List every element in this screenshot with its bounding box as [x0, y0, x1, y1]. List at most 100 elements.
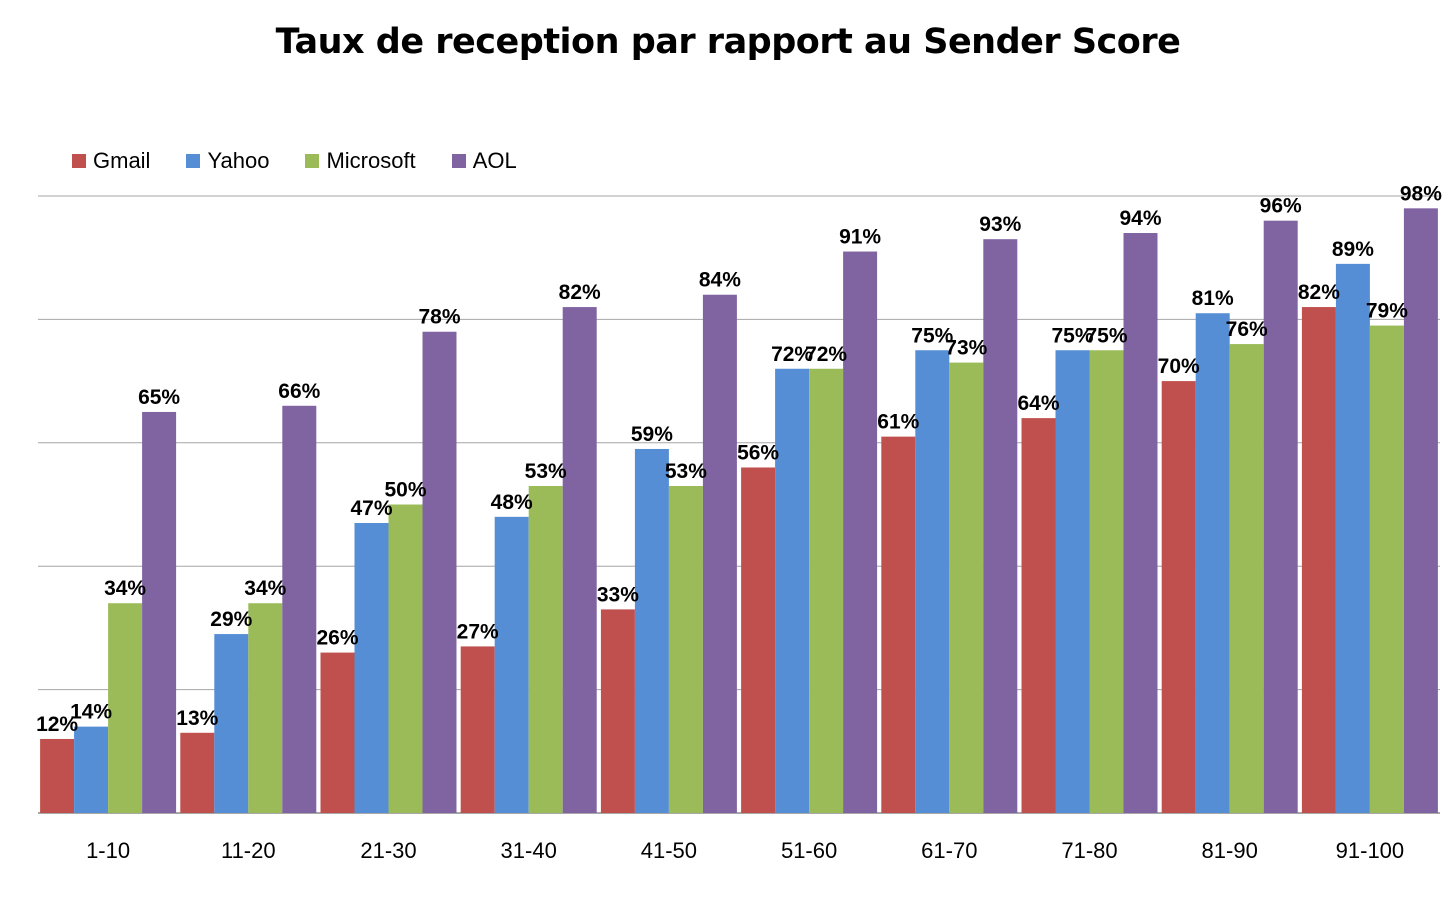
- legend-label: Yahoo: [207, 148, 270, 173]
- category-label: 81-90: [1202, 838, 1258, 863]
- category-label: 61-70: [921, 838, 977, 863]
- legend-label: Microsoft: [326, 148, 416, 173]
- bar-gmail: [40, 738, 75, 813]
- data-label-microsoft: 50%: [384, 479, 426, 502]
- bar-yahoo: [214, 634, 249, 813]
- category-label: 11-20: [221, 838, 276, 863]
- data-label-yahoo: 72%: [771, 343, 813, 366]
- data-label-microsoft: 34%: [244, 577, 286, 600]
- data-label-microsoft: 72%: [805, 343, 847, 366]
- data-label-microsoft: 53%: [525, 460, 567, 483]
- data-label-aol: 98%: [1400, 182, 1442, 205]
- data-label-aol: 84%: [699, 269, 741, 292]
- bar-microsoft: [949, 362, 984, 813]
- bar-aol: [1123, 233, 1158, 813]
- bar-gmail: [1021, 418, 1056, 813]
- legend-label: AOL: [472, 148, 517, 173]
- data-label-aol: 82%: [559, 281, 601, 304]
- bar-microsoft: [1229, 344, 1264, 813]
- data-label-yahoo: 14%: [70, 701, 112, 724]
- bar-microsoft: [809, 368, 844, 813]
- chart-title: Taux de reception par rapport au Sender …: [275, 22, 1181, 62]
- data-label-microsoft: 53%: [665, 460, 707, 483]
- data-label-microsoft: 79%: [1366, 300, 1408, 323]
- data-label-yahoo: 59%: [631, 423, 673, 446]
- bar-yahoo: [354, 523, 389, 813]
- data-label-yahoo: 75%: [911, 324, 953, 347]
- bar-aol: [983, 239, 1018, 813]
- bar-aol: [702, 294, 737, 814]
- bar-microsoft: [388, 504, 423, 813]
- legend-item-aol: AOL: [451, 148, 517, 174]
- bar-aol: [562, 307, 597, 813]
- category-label: 71-80: [1061, 838, 1117, 863]
- bar-microsoft: [108, 603, 143, 813]
- bar-gmail: [600, 609, 635, 813]
- data-label-gmail: 70%: [1158, 355, 1200, 378]
- data-label-yahoo: 47%: [350, 497, 392, 520]
- legend-item-yahoo: Yahoo: [186, 148, 269, 174]
- data-label-gmail: 13%: [176, 707, 218, 730]
- bar-gmail: [320, 652, 355, 813]
- legend-item-microsoft: Microsoft: [305, 148, 416, 174]
- bar-yahoo: [1055, 350, 1090, 813]
- bar-microsoft: [668, 485, 703, 813]
- legend: Gmail Yahoo Microsoft AOL: [72, 145, 553, 177]
- bar-yahoo: [494, 516, 529, 813]
- data-label-yahoo: 75%: [1051, 324, 1093, 347]
- bar-aol: [1403, 208, 1438, 814]
- data-label-yahoo: 48%: [491, 491, 533, 514]
- data-label-gmail: 64%: [1017, 392, 1059, 415]
- data-label-microsoft: 75%: [1085, 324, 1127, 347]
- bar-aol: [142, 411, 177, 813]
- data-label-yahoo: 81%: [1192, 287, 1234, 310]
- bar-microsoft: [248, 603, 283, 813]
- bar-yahoo: [74, 726, 109, 813]
- data-label-microsoft: 34%: [104, 577, 146, 600]
- category-label: 41-50: [641, 838, 697, 863]
- data-labels: 12%14% 34% 65% 13% 29% 34% 66% 26% 47%50% 78% 27% 4…: [36, 182, 1442, 736]
- bar-microsoft: [1369, 325, 1404, 813]
- category-label: 51-60: [781, 838, 837, 863]
- data-label-yahoo: 29%: [210, 608, 252, 631]
- bar-gmail: [1161, 381, 1196, 813]
- bar-gmail: [741, 467, 776, 813]
- category-label: 21-30: [360, 838, 416, 863]
- bar-yahoo: [1195, 313, 1230, 813]
- bar-yahoo: [634, 448, 669, 813]
- bar-aol: [843, 251, 878, 813]
- data-label-aol: 65%: [138, 386, 180, 409]
- data-label-aol: 93%: [979, 213, 1021, 236]
- legend-swatch: [72, 154, 86, 168]
- data-label-microsoft: 76%: [1226, 318, 1268, 341]
- bar-gmail: [180, 732, 215, 813]
- legend-label: Gmail: [93, 148, 151, 173]
- category-label: 1-10: [86, 838, 130, 863]
- bar-yahoo: [775, 368, 810, 813]
- data-label-yahoo: 89%: [1332, 238, 1374, 261]
- bar-aol: [282, 405, 317, 813]
- category-label: 31-40: [501, 838, 557, 863]
- bar-gmail: [460, 646, 495, 813]
- data-label-gmail: 12%: [36, 713, 78, 736]
- data-label-aol: 78%: [418, 306, 460, 329]
- bar-gmail: [1301, 307, 1336, 813]
- data-label-gmail: 82%: [1298, 281, 1340, 304]
- bars: [40, 208, 1438, 814]
- data-label-aol: 94%: [1119, 207, 1161, 230]
- data-label-aol: 96%: [1260, 195, 1302, 218]
- legend-item-gmail: Gmail: [72, 148, 150, 174]
- category-axis: 1-10 11-20 21-30 31-40 41-50 51-60 61-70 71-80 8…: [86, 838, 1404, 863]
- legend-swatch: [305, 154, 320, 168]
- bar-aol: [422, 331, 457, 813]
- data-label-gmail: 56%: [737, 441, 779, 464]
- bar-yahoo: [1335, 263, 1370, 813]
- data-label-microsoft: 73%: [945, 337, 987, 360]
- bar-aol: [1263, 220, 1298, 813]
- data-label-gmail: 33%: [597, 583, 639, 606]
- bar-microsoft: [1089, 350, 1124, 813]
- bar-microsoft: [528, 485, 563, 813]
- bar-gmail: [881, 436, 916, 813]
- bar-yahoo: [915, 350, 950, 813]
